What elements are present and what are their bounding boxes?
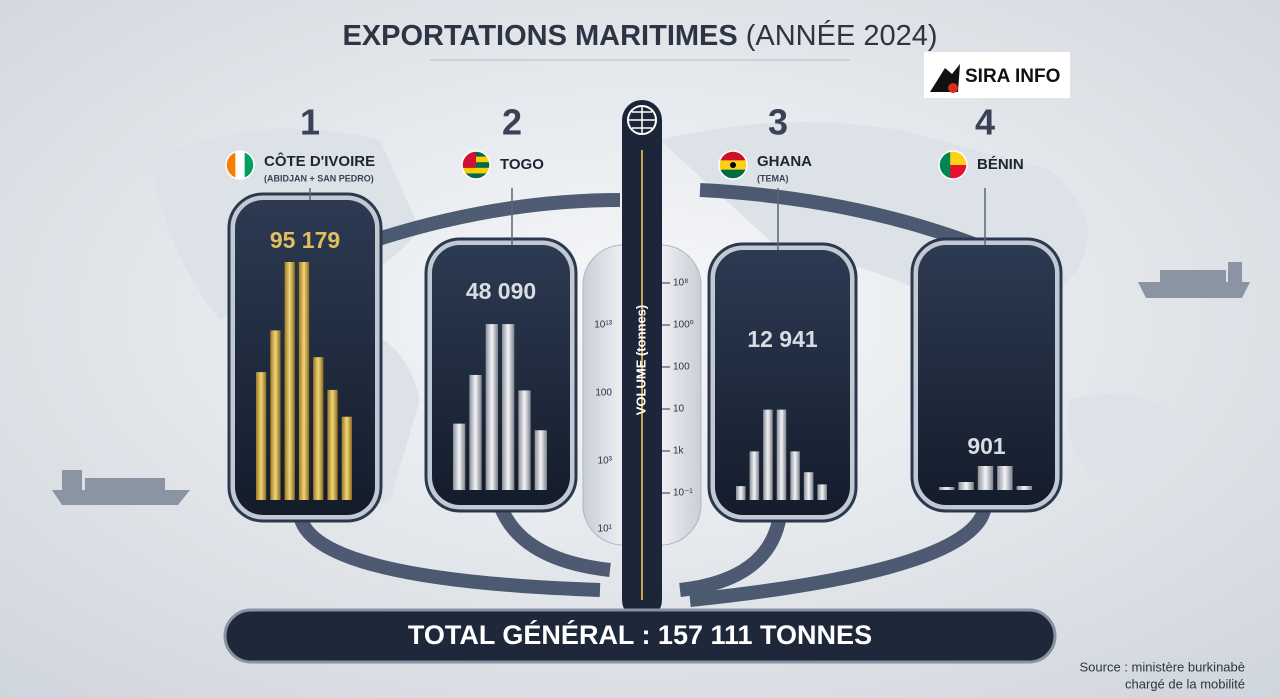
title: EXPORTATIONS MARITIMES (ANNÉE 2024) [342,19,937,52]
rank: 3 [768,102,788,143]
decor-bar [313,357,324,500]
decor-bar [939,487,955,490]
flag-stripes [226,151,254,179]
decor-bar [776,409,787,500]
decor-bar [977,466,994,490]
total-bar [223,608,1057,664]
title-suffix: (ANNÉE 2024) [746,19,938,52]
panel [715,250,850,515]
logo-text: SIRA INFO [965,66,1060,87]
value-label: 12 941 [747,326,818,352]
rank: 1 [300,102,320,143]
flag-stripes [939,151,967,179]
decor-bar [749,451,760,500]
value-label: 95 179 [270,227,340,253]
decor-bar [284,262,295,500]
axis-tick-right: 10⁻¹ [673,488,693,499]
decor-bar [997,466,1013,490]
axis-tick-right: 100⁰ [673,320,694,331]
value-label: 48 090 [466,278,536,304]
title-main: EXPORTATIONS MARITIMES [342,20,737,52]
country-name: GHANA [757,153,812,170]
flag-stripe [462,167,490,174]
decor-bar [790,451,800,500]
axis-tick-right: 10⁸ [673,278,688,289]
country-name: CÔTE D'IVOIRE [264,152,375,170]
flag-ring [225,150,255,180]
flag-ring [938,150,968,180]
panel [918,245,1055,505]
country-name: BÉNIN [977,156,1024,173]
decor-bar [341,416,352,500]
flag [225,150,255,180]
decor-bar [298,262,310,500]
flag-stripe [719,151,747,161]
decor-bar [502,324,515,490]
decor-bar [1016,486,1032,490]
axis-label: VOLUME (tonnes) [633,305,648,416]
axis-tick-right: 10 [673,404,685,415]
country-sublabel: (ABIDJAN + SAN PEDRO) [264,173,374,183]
axis-tick-left: 100 [595,388,612,399]
axis-tick-left: 10¹ [598,524,613,535]
decor-bar [817,484,827,500]
source-line: Source : ministère burkinabè [1080,659,1245,674]
source-line: chargé de la mobilité [1125,676,1245,691]
decor-bar [518,390,531,490]
country-sublabel: (TEMA) [757,173,789,183]
rank: 2 [502,102,522,143]
decor-bar [469,374,482,490]
total: TOTAL GÉNÉRAL : 157 111 TONNES [408,619,872,650]
decor-bar [270,330,281,500]
decor-bar [763,409,773,500]
flag-stripe [939,151,951,179]
value-label: 901 [967,433,1006,459]
decor-bar [327,389,338,500]
decor-bar [803,472,814,500]
axis-tick-left: 10¹³ [594,320,612,331]
flag-stripes [719,151,747,179]
decor-bar [453,423,466,490]
country-name: TOGO [500,156,544,173]
decor-bar [534,430,547,490]
decor-bar [736,486,746,500]
flag-stripe [226,151,236,179]
decor-bar [256,372,267,500]
decor-bar [958,482,974,490]
flag [718,150,748,180]
flag-star [730,162,736,168]
axis-tick-left: 10³ [598,456,613,467]
rank: 4 [975,102,995,143]
decor-bar [485,324,498,490]
flag-stripe [244,151,254,179]
flag-stripe [719,169,747,179]
globe-lines [628,106,656,134]
flag-ring [461,150,491,180]
flag-stripe [235,151,246,179]
flag [938,150,968,180]
flag-stripe [462,173,490,179]
axis-tick-right: 100 [673,362,690,373]
ships [52,262,1250,505]
flag [461,150,491,180]
logo-dot [948,83,958,93]
flag-ring [718,150,748,180]
axis-tick-right: 1k [673,446,685,457]
